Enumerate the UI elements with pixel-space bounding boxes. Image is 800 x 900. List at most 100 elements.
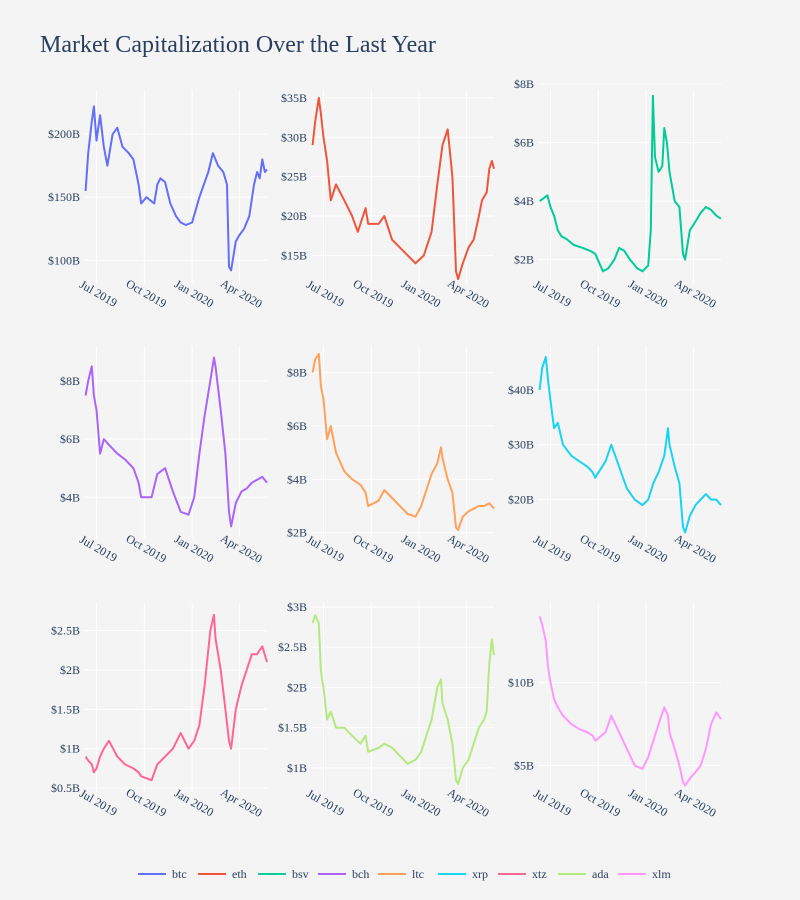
y-tick-label: $30B: [508, 438, 534, 452]
y-tick-label: $35B: [281, 91, 307, 105]
x-tick-label: Jul 2019: [77, 277, 120, 310]
x-tick-label: Jul 2019: [531, 532, 574, 565]
y-tick-label: $25B: [281, 170, 307, 184]
series-line-ada: [311, 614, 495, 785]
legend-item-xtz[interactable]: xtz: [498, 867, 547, 881]
x-tick-label: Apr 2020: [218, 785, 265, 820]
x-tick-label: Oct 2019: [124, 276, 169, 310]
y-tick-label: $4B: [287, 472, 307, 486]
x-tick-label: Apr 2020: [445, 785, 492, 820]
x-tick-label: Jul 2019: [77, 532, 120, 565]
x-tick-label: Jul 2019: [531, 786, 574, 819]
legend-label: xlm: [652, 867, 671, 881]
chart-title: Market Capitalization Over the Last Year: [40, 32, 436, 58]
legend-item-ada[interactable]: ada: [558, 867, 609, 881]
y-tick-label: $5B: [514, 758, 534, 772]
y-tick-label: $0.5B: [51, 781, 80, 795]
x-tick-label: Apr 2020: [672, 276, 719, 311]
legend-item-bch[interactable]: bch: [318, 867, 369, 881]
y-tick-label: $200B: [48, 127, 80, 141]
y-tick-label: $20B: [508, 493, 534, 507]
x-tick-label: Jul 2019: [304, 786, 347, 819]
y-tick-label: $2B: [514, 253, 534, 267]
y-tick-label: $2B: [287, 526, 307, 540]
x-tick-label: Jan 2020: [172, 277, 216, 311]
panel-bsv: $2B $4B $6B $8B Jul 2019 Oct 2019 Jan 2020 Apr …: [514, 77, 722, 311]
legend-item-ltc[interactable]: ltc: [378, 867, 424, 881]
y-tick-label: $1B: [287, 761, 307, 775]
y-tick-label: $8B: [514, 77, 534, 91]
panel-ada: $1B $1.5B $2B $2.5B $3B Jul 2019 Oct 2019 Jan 2…: [278, 600, 495, 820]
legend-item-xrp[interactable]: xrp: [438, 867, 488, 881]
x-tick-label: Apr 2020: [218, 276, 265, 311]
legend[interactable]: btc eth bsv bch ltc xrp xtz ada xlm: [138, 867, 671, 881]
x-tick-label: Oct 2019: [351, 785, 396, 819]
y-tick-label: $1.5B: [51, 702, 80, 716]
x-tick-label: Oct 2019: [124, 785, 169, 819]
y-tick-label: $8B: [287, 366, 307, 380]
x-tick-label: Apr 2020: [672, 785, 719, 820]
y-tick-label: $2B: [60, 663, 80, 677]
series-line-ltc: [311, 353, 495, 531]
legend-label: bsv: [292, 867, 309, 881]
series-line-xtz: [84, 613, 268, 782]
x-tick-label: Jan 2020: [399, 786, 443, 820]
x-tick-label: Oct 2019: [124, 531, 169, 565]
x-tick-label: Oct 2019: [578, 276, 623, 310]
legend-label: bch: [352, 867, 369, 881]
legend-label: xtz: [532, 867, 547, 881]
x-tick-label: Jul 2019: [304, 277, 347, 310]
legend-item-eth[interactable]: eth: [198, 867, 247, 881]
x-tick-label: Apr 2020: [672, 531, 719, 566]
panel-bch: $4B $6B $8B Jul 2019 Oct 2019 Jan 2020 Apr 202…: [60, 346, 268, 566]
x-tick-label: Jan 2020: [626, 532, 670, 566]
legend-item-bsv[interactable]: bsv: [258, 867, 309, 881]
panel-ltc: $2B $4B $6B $8B Jul 2019 Oct 2019 Jan 2020 Apr …: [287, 346, 495, 566]
y-tick-label: $15B: [281, 248, 307, 262]
panel-xrp: $20B $30B $40B Jul 2019 Oct 2019 Jan 2020 Apr …: [508, 346, 722, 566]
y-tick-label: $6B: [287, 419, 307, 433]
y-tick-label: $100B: [48, 253, 80, 267]
panel-eth: $15B $20B $25B $30B $35B Jul 2019 Oct 2019 Jan …: [281, 90, 495, 311]
series-line-eth: [311, 96, 495, 281]
y-tick-label: $6B: [60, 432, 80, 446]
x-tick-label: Jan 2020: [172, 786, 216, 820]
x-tick-label: Apr 2020: [445, 531, 492, 566]
legend-label: xrp: [472, 867, 488, 881]
legend-label: ada: [592, 867, 609, 881]
legend-item-btc[interactable]: btc: [138, 867, 187, 881]
x-tick-label: Jul 2019: [304, 532, 347, 565]
y-tick-label: $4B: [60, 490, 80, 504]
x-tick-label: Jan 2020: [626, 786, 670, 820]
y-tick-label: $2B: [287, 680, 307, 694]
x-tick-label: Apr 2020: [445, 276, 492, 311]
x-tick-label: Jan 2020: [399, 277, 443, 311]
series-line-bch: [84, 356, 268, 528]
x-tick-label: Oct 2019: [578, 785, 623, 819]
panel-xtz: $0.5B $1B $1.5B $2B $2.5B Jul 2019 Oct 2019 Jan…: [51, 603, 268, 820]
y-tick-label: $3B: [287, 600, 307, 614]
y-tick-label: $20B: [281, 209, 307, 223]
series-line-xlm: [538, 616, 722, 787]
y-tick-label: $1B: [60, 742, 80, 756]
x-tick-label: Oct 2019: [351, 276, 396, 310]
x-tick-label: Oct 2019: [578, 531, 623, 565]
x-tick-label: Jan 2020: [626, 277, 670, 311]
y-tick-label: $2.5B: [51, 624, 80, 638]
legend-label: ltc: [412, 867, 424, 881]
series-line-bsv: [539, 94, 722, 273]
legend-item-xlm[interactable]: xlm: [618, 867, 671, 881]
panel-xlm: $5B $10B Jul 2019 Oct 2019 Jan 2020 Apr 2020: [508, 603, 722, 820]
x-tick-label: Oct 2019: [351, 531, 396, 565]
x-tick-label: Apr 2020: [218, 531, 265, 566]
legend-label: btc: [172, 867, 187, 881]
y-tick-label: $4B: [514, 194, 534, 208]
x-tick-label: Jan 2020: [172, 532, 216, 566]
legend-label: eth: [232, 867, 247, 881]
y-tick-label: $8B: [60, 374, 80, 388]
y-tick-label: $10B: [508, 676, 534, 690]
x-tick-label: Jul 2019: [77, 786, 120, 819]
x-tick-label: Jul 2019: [531, 277, 574, 310]
